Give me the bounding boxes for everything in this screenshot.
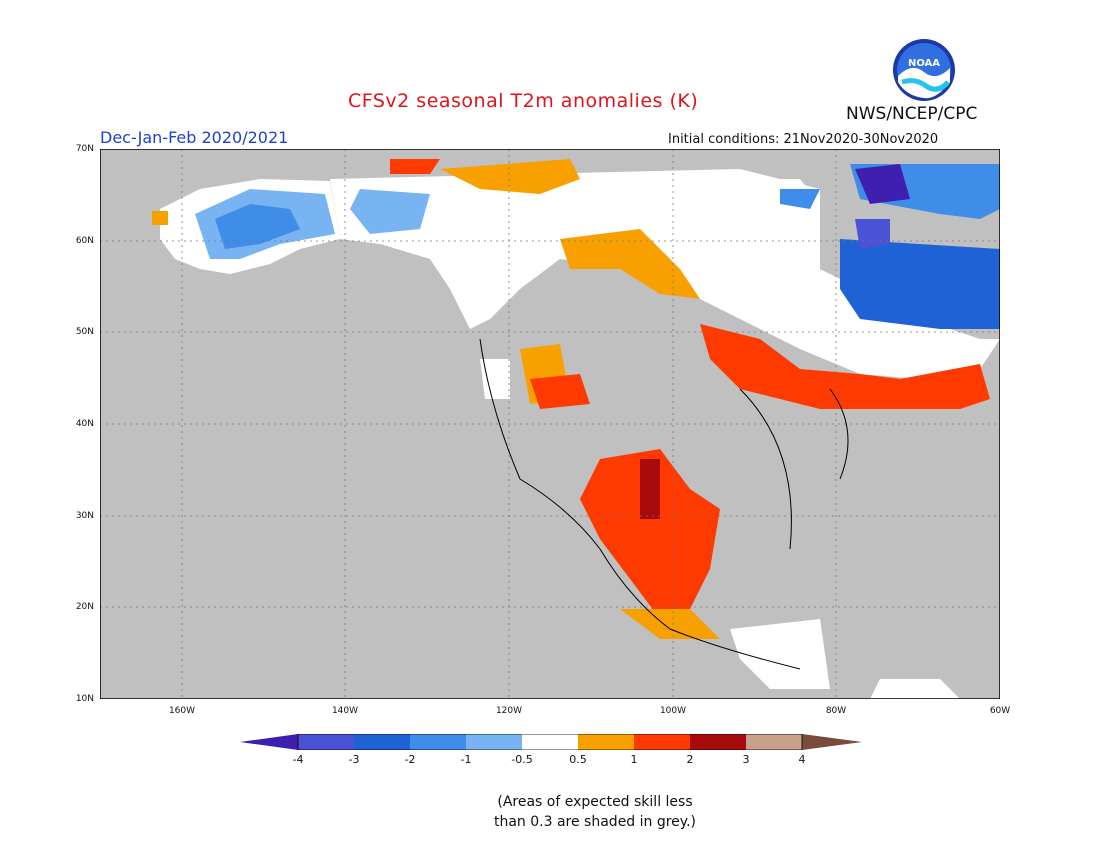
lat-label: 60N [75, 236, 94, 246]
cbar-segment [466, 734, 522, 750]
lon-label: 80W [825, 706, 847, 716]
region-alaska [152, 179, 340, 274]
agency-label: NWS/NCEP/CPC [846, 104, 978, 124]
cbar-segment [354, 734, 410, 750]
cbar-segment [298, 734, 354, 750]
lat-label: 40N [75, 419, 94, 429]
initial-conditions-label: Initial conditions: 21Nov2020-30Nov2020 [668, 132, 939, 147]
skill-note: (Areas of expected skill less than 0.3 a… [470, 792, 720, 832]
lon-label: 160W [168, 706, 196, 716]
graticule [100, 149, 1000, 699]
lat-label: 50N [75, 327, 94, 337]
lon-label: 100W [659, 706, 687, 716]
cbar-segment [240, 734, 298, 750]
cbar-label: -4 [292, 753, 304, 766]
skill-note-line: (Areas of expected skill less [497, 794, 693, 810]
cbar-segment [522, 734, 578, 750]
cbar-label: 2 [686, 753, 694, 766]
lat-label: 30N [75, 511, 94, 521]
cbar-label: -3 [348, 753, 360, 766]
logo-text: NOAA [908, 58, 940, 69]
cbar-label: -0.5 [511, 753, 533, 766]
lon-label: 120W [495, 706, 523, 716]
noaa-logo-icon: NOAA [893, 39, 955, 101]
cbar-segment [410, 734, 466, 750]
cbar-label: 3 [742, 753, 750, 766]
lon-label: 140W [331, 706, 359, 716]
lat-label: 70N [75, 144, 94, 154]
cbar-label: 1 [630, 753, 638, 766]
anomaly-map [100, 149, 1000, 699]
cbar-label: 4 [798, 753, 806, 766]
season-label: Dec-Jan-Feb 2020/2021 [100, 128, 289, 147]
lat-label: 20N [75, 602, 94, 612]
cbar-segment [578, 734, 634, 750]
cbar-segment [802, 734, 862, 750]
cbar-segment [634, 734, 690, 750]
coastline [479, 338, 849, 670]
region-canada [330, 159, 1000, 379]
lat-label: 10N [75, 694, 94, 704]
cbar-label: 0.5 [569, 753, 587, 766]
map-title: CFSv2 seasonal T2m anomalies (K) [348, 90, 699, 112]
colorbar [240, 734, 862, 750]
lon-label: 60W [989, 706, 1011, 716]
region-mexico [580, 449, 960, 699]
cbar-label: -1 [460, 753, 472, 766]
cbar-label: -2 [404, 753, 416, 766]
cbar-segment [690, 734, 746, 750]
skill-note-line: than 0.3 are shaded in grey.) [493, 814, 696, 830]
cbar-segment [746, 734, 802, 750]
